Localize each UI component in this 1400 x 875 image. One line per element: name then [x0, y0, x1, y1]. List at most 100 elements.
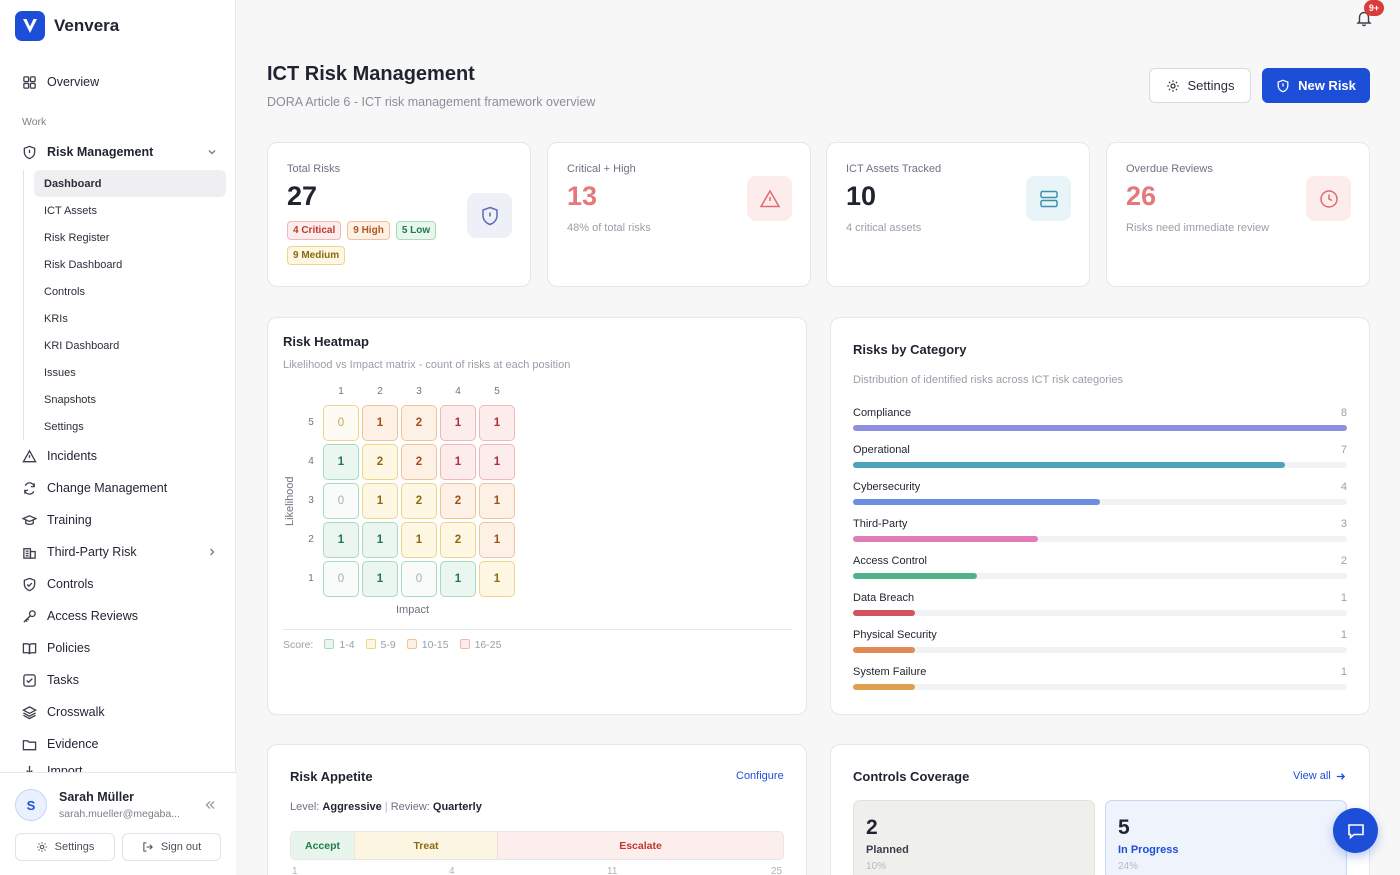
sub-item-kris[interactable]: KRIs [44, 312, 68, 325]
heatmap-cell[interactable]: 2 [401, 405, 437, 441]
heatmap-cell[interactable]: 1 [440, 405, 476, 441]
appetite-segment-escalate: Escalate [497, 832, 783, 859]
settings-button[interactable]: Settings [1149, 68, 1251, 103]
configure-link[interactable]: Configure [736, 770, 784, 782]
sidebar-item-label: Tasks [47, 673, 79, 687]
coverage-planned[interactable]: 2 Planned 10% [853, 800, 1095, 875]
new-risk-button[interactable]: New Risk [1262, 68, 1370, 103]
brand[interactable]: Venvera [15, 11, 119, 41]
category-bar-track [853, 499, 1347, 505]
stat-card-critical-high[interactable]: Critical + High 13 48% of total risks [547, 142, 811, 287]
sidebar-item-third-party-risk[interactable]: Third-Party Risk [14, 536, 226, 568]
category-bar-fill [853, 573, 977, 579]
sidebar-item-tasks[interactable]: Tasks [14, 664, 226, 696]
sub-item-snapshots[interactable]: Snapshots [44, 393, 96, 406]
sidebar-item-risk-management[interactable]: Risk Management [14, 136, 226, 168]
heatmap-cell[interactable]: 1 [479, 444, 515, 480]
stat-label: Overdue Reviews [1126, 163, 1213, 175]
stat-card-total-risks[interactable]: Total Risks 27 4 Critical 9 High 5 Low 9… [267, 142, 531, 287]
sidebar-item-label: Risk Management [47, 145, 154, 159]
heatmap-cell[interactable]: 0 [323, 483, 359, 519]
page-title: ICT Risk Management [267, 63, 475, 85]
appetite-segment-accept: Accept [291, 832, 354, 859]
heatmap-subtitle: Likelihood vs Impact matrix - count of r… [283, 359, 571, 371]
heatmap-cell[interactable]: 2 [440, 522, 476, 558]
appetite-title: Risk Appetite [290, 769, 373, 784]
sidebar-item-label: Policies [47, 641, 91, 655]
heatmap-cell[interactable]: 0 [401, 561, 437, 597]
sidebar-item-crosswalk[interactable]: Crosswalk [14, 696, 226, 728]
stat-card-ict-assets[interactable]: ICT Assets Tracked 10 4 critical assets [826, 142, 1090, 287]
heatmap-cell[interactable]: 1 [479, 561, 515, 597]
shield-icon [1277, 79, 1289, 92]
sidebar-item-overview[interactable]: Overview [14, 66, 226, 98]
coverage-in-progress[interactable]: 5 In Progress 24% [1105, 800, 1347, 875]
heatmap-cell[interactable]: 1 [362, 561, 398, 597]
heatmap-cell[interactable]: 1 [440, 561, 476, 597]
heatmap-cell[interactable]: 0 [323, 405, 359, 441]
heatmap-cell[interactable]: 1 [479, 522, 515, 558]
sidebar-item-incidents[interactable]: Incidents [14, 440, 226, 472]
heatmap-cell[interactable]: 1 [362, 405, 398, 441]
sidebar-item-change-management[interactable]: Change Management [14, 472, 226, 504]
sidebar-item-controls[interactable]: Controls [14, 568, 226, 600]
stat-value: 10 [846, 181, 877, 211]
chip-high: 9 High [347, 221, 390, 240]
sub-item-ict-assets[interactable]: ICT Assets [44, 204, 97, 217]
heatmap-cell[interactable]: 2 [401, 444, 437, 480]
sidebar-item-policies[interactable]: Policies [14, 632, 226, 664]
folder-icon [22, 739, 37, 750]
gear-icon [36, 842, 47, 852]
chevrons-left-icon[interactable] [203, 798, 217, 812]
category-bar-fill [853, 647, 915, 653]
heatmap-legend: Score: 1-4 5-9 10-15 16-25 [283, 639, 501, 651]
stat-note: 48% of total risks [567, 222, 651, 234]
heatmap-cell[interactable]: 1 [479, 405, 515, 441]
chat-button[interactable] [1333, 808, 1378, 853]
sidebar-item-access-reviews[interactable]: Access Reviews [14, 600, 226, 632]
sub-item-risk-dashboard[interactable]: Risk Dashboard [44, 258, 123, 271]
view-all-link[interactable]: View all [1293, 770, 1346, 782]
chip-critical: 4 Critical [287, 221, 342, 240]
category-name: Third-Party [853, 518, 908, 530]
heatmap-cell[interactable]: 1 [323, 444, 359, 480]
heatmap-cell[interactable]: 1 [479, 483, 515, 519]
layers-icon [22, 705, 37, 719]
sub-item-risk-register[interactable]: Risk Register [44, 231, 110, 244]
heatmap-cell[interactable]: 2 [401, 483, 437, 519]
heatmap-cell[interactable]: 0 [323, 561, 359, 597]
heatmap-y-axis-label: Likelihood [284, 476, 296, 526]
shield-icon [481, 206, 498, 225]
sub-item-dashboard[interactable]: Dashboard [34, 170, 226, 197]
heatmap-cell[interactable]: 1 [362, 483, 398, 519]
category-name: Physical Security [853, 629, 937, 641]
checkbox-icon [23, 673, 36, 687]
sign-out-button[interactable]: Sign out [122, 833, 221, 861]
heatmap-cell[interactable]: 2 [362, 444, 398, 480]
heatmap-cell[interactable]: 1 [362, 522, 398, 558]
legend-item-low: 1-4 [324, 639, 355, 651]
avatar[interactable]: S [15, 789, 47, 821]
sidebar-item-label: Evidence [47, 737, 99, 751]
sub-item-issues[interactable]: Issues [44, 366, 76, 379]
sidebar-section-work: Work [22, 116, 47, 128]
category-bar-fill [853, 536, 1038, 542]
sub-item-kri-dashboard[interactable]: KRI Dashboard [44, 339, 120, 352]
new-risk-button-label: New Risk [1298, 78, 1356, 93]
category-name: Data Breach [853, 592, 915, 604]
heatmap-cell[interactable]: 1 [440, 444, 476, 480]
user-settings-button[interactable]: Settings [15, 833, 115, 861]
stat-icon-box [747, 176, 792, 221]
sub-item-controls[interactable]: Controls [44, 285, 85, 298]
stat-card-overdue-reviews[interactable]: Overdue Reviews 26 Risks need immediate … [1106, 142, 1370, 287]
sidebar-item-label: Change Management [47, 481, 168, 495]
sidebar-item-label: Access Reviews [47, 609, 138, 623]
gear-icon [1166, 79, 1179, 92]
heatmap-cell[interactable]: 1 [401, 522, 437, 558]
sub-item-settings[interactable]: Settings [44, 420, 84, 433]
sidebar-item-training[interactable]: Training [14, 504, 226, 536]
sidebar-item-evidence[interactable]: Evidence [14, 728, 226, 760]
category-name: Cybersecurity [853, 481, 921, 493]
heatmap-cell[interactable]: 2 [440, 483, 476, 519]
heatmap-cell[interactable]: 1 [323, 522, 359, 558]
